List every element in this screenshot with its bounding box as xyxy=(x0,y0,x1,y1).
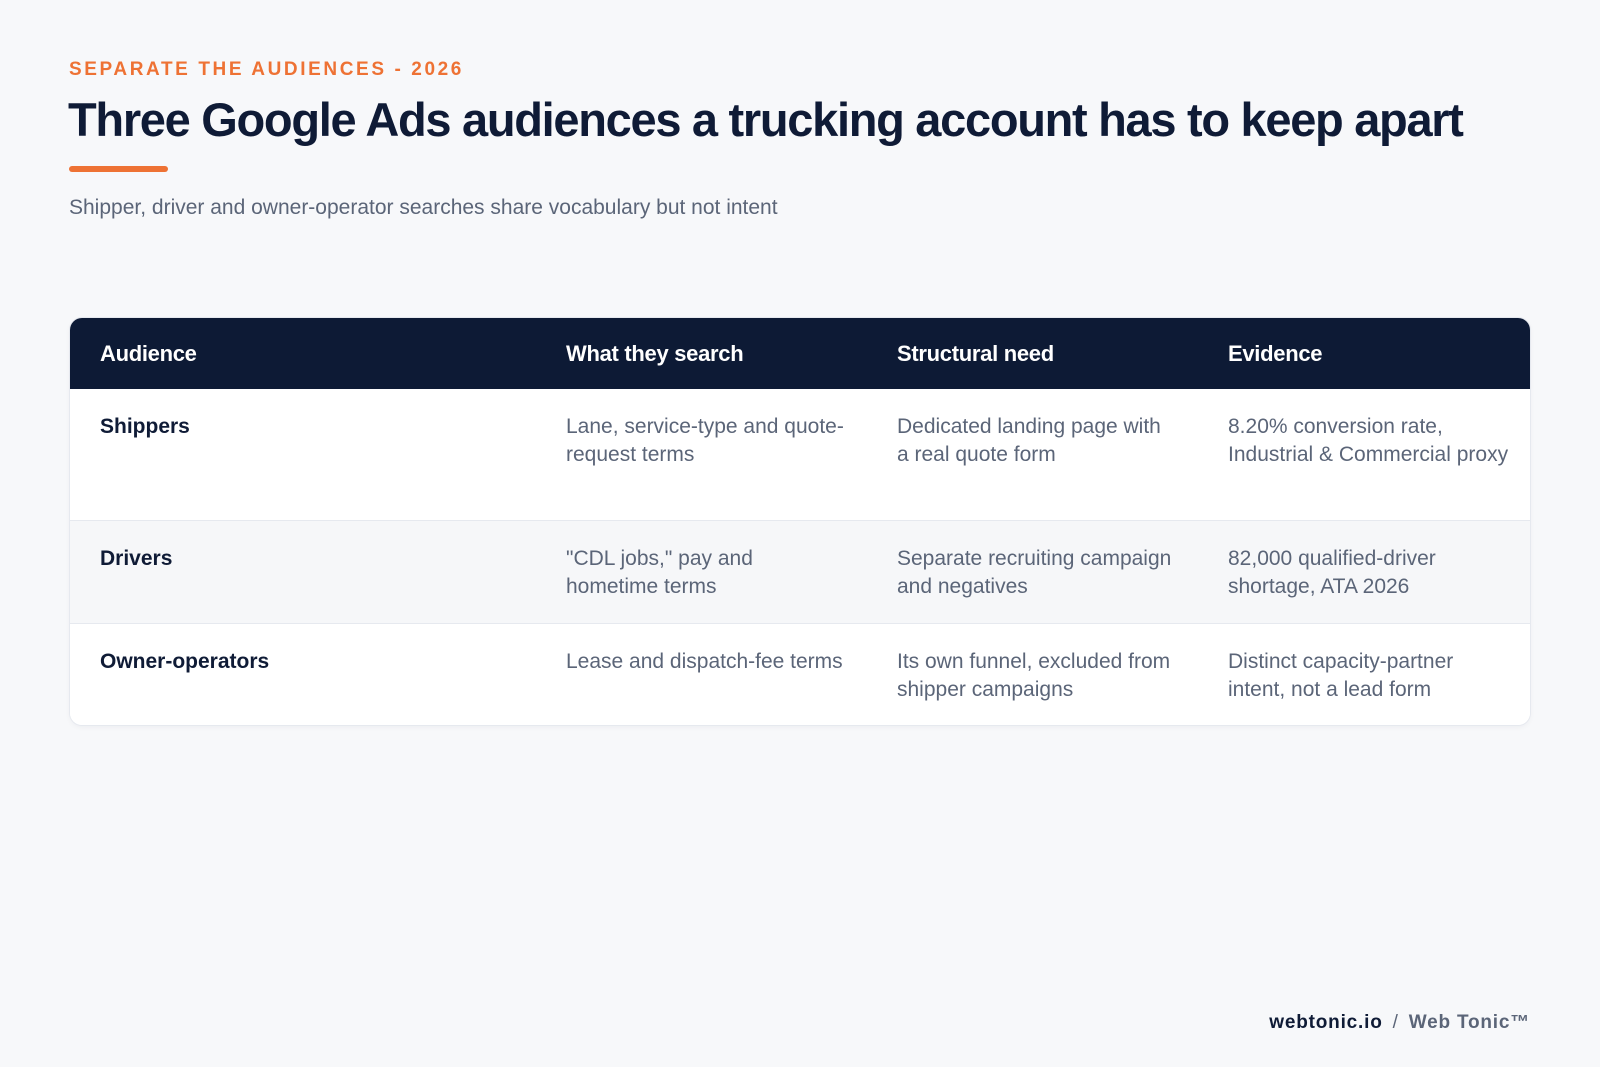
column-header-audience: Audience xyxy=(100,340,197,366)
audience-cell: Owner-operators xyxy=(70,622,536,725)
need-cell: Its own funnel, excluded from shipper ca… xyxy=(867,622,1198,725)
footer-domain: webtonic.io xyxy=(1269,1012,1383,1033)
table-body: Shippers Lane, service-type and quote-re… xyxy=(70,389,1530,725)
column-header-search: What they search xyxy=(566,340,744,366)
table-row: Owner-operators Lease and dispatch-fee t… xyxy=(70,622,1530,725)
need-cell: Dedicated landing page with a real quote… xyxy=(897,415,1161,466)
column-header-need: Structural need xyxy=(897,340,1054,366)
footer-separator: / xyxy=(1392,1012,1399,1033)
table-header-row: Audience What they search Structural nee… xyxy=(70,318,1530,389)
table-row: Drivers "CDL jobs," pay and hometime ter… xyxy=(70,519,1530,623)
audience-cell: Shippers xyxy=(100,415,190,438)
table-header: Audience What they search Structural nee… xyxy=(70,318,1530,389)
need-cell: Separate recruiting campaign and negativ… xyxy=(867,519,1198,623)
table-row: Shippers Lane, service-type and quote-re… xyxy=(70,389,1530,520)
evidence-cell: Distinct capacity-partner intent, not a … xyxy=(1198,622,1530,725)
audience-cell: Drivers xyxy=(70,519,536,623)
title-accent-bar xyxy=(69,166,168,172)
footer-credit: webtonic.io / Web Tonic™ xyxy=(1269,1012,1530,1034)
audience-table: Audience What they search Structural nee… xyxy=(70,318,1530,725)
footer-brand: Web Tonic™ xyxy=(1408,1012,1530,1033)
evidence-cell: 8.20% conversion rate, Industrial & Comm… xyxy=(1228,415,1509,466)
page-title: Three Google Ads audiences a trucking ac… xyxy=(68,93,1464,146)
evidence-cell: 82,000 qualified-driver shortage, ATA 20… xyxy=(1198,519,1530,623)
audience-table-card: Audience What they search Structural nee… xyxy=(70,318,1530,725)
search-cell: Lane, service-type and quote-request ter… xyxy=(566,415,844,466)
page-subtitle: Shipper, driver and owner-operator searc… xyxy=(69,196,778,219)
search-cell: "CDL jobs," pay and hometime terms xyxy=(536,519,867,623)
eyebrow-label: SEPARATE THE AUDIENCES - 2026 xyxy=(69,59,464,80)
column-header-evidence: Evidence xyxy=(1228,340,1323,366)
search-cell: Lease and dispatch-fee terms xyxy=(536,622,867,725)
